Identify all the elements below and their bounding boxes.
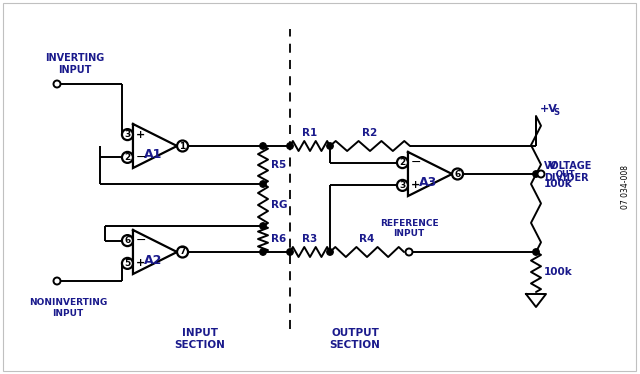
Circle shape xyxy=(406,248,413,255)
Circle shape xyxy=(532,171,540,177)
Polygon shape xyxy=(408,152,452,196)
Circle shape xyxy=(532,249,540,255)
Text: 1: 1 xyxy=(179,141,186,150)
Circle shape xyxy=(260,223,266,229)
Text: R2: R2 xyxy=(362,128,378,138)
Circle shape xyxy=(260,143,266,149)
Text: 3: 3 xyxy=(124,130,131,139)
Circle shape xyxy=(122,152,133,163)
Text: +V: +V xyxy=(540,104,558,114)
Polygon shape xyxy=(133,230,177,274)
Text: VOLTAGE
DIVIDER: VOLTAGE DIVIDER xyxy=(544,161,593,183)
Text: INPUT
SECTION: INPUT SECTION xyxy=(175,328,225,350)
Text: +: + xyxy=(136,130,145,140)
Circle shape xyxy=(122,129,133,140)
Text: 2: 2 xyxy=(399,158,406,167)
Circle shape xyxy=(54,80,61,88)
Text: R5: R5 xyxy=(271,160,286,170)
Text: 7: 7 xyxy=(179,248,186,257)
Circle shape xyxy=(287,143,293,149)
Text: R⁠G: R⁠G xyxy=(271,200,287,210)
Circle shape xyxy=(397,180,408,191)
Text: INVERTING
INPUT: INVERTING INPUT xyxy=(45,53,104,75)
Text: 3: 3 xyxy=(399,181,406,190)
Circle shape xyxy=(260,249,266,255)
Circle shape xyxy=(54,278,61,285)
Circle shape xyxy=(177,141,188,151)
Polygon shape xyxy=(133,124,177,168)
Text: 100k: 100k xyxy=(544,179,573,189)
Text: +: + xyxy=(136,258,145,269)
Text: REFERENCE
INPUT: REFERENCE INPUT xyxy=(380,218,438,238)
Text: A1: A1 xyxy=(144,147,162,160)
Text: A3: A3 xyxy=(419,175,437,188)
Text: 6: 6 xyxy=(454,169,461,178)
Text: NONINVERTING
INPUT: NONINVERTING INPUT xyxy=(29,298,107,318)
Circle shape xyxy=(538,171,545,178)
Text: R4: R4 xyxy=(359,234,374,244)
Text: −: − xyxy=(410,156,421,169)
Circle shape xyxy=(452,169,463,180)
Circle shape xyxy=(327,143,333,149)
Text: −: − xyxy=(136,234,146,247)
Text: R3: R3 xyxy=(302,234,317,244)
Text: A2: A2 xyxy=(144,254,162,267)
Circle shape xyxy=(122,235,133,246)
Text: OUT: OUT xyxy=(556,169,575,178)
Circle shape xyxy=(327,249,333,255)
Circle shape xyxy=(177,246,188,258)
Text: R6: R6 xyxy=(271,234,286,244)
Text: R1: R1 xyxy=(302,128,317,138)
Text: −: − xyxy=(136,151,146,164)
Text: 2: 2 xyxy=(124,153,131,162)
Text: 07 034-008: 07 034-008 xyxy=(621,165,630,209)
Text: +: + xyxy=(410,180,420,190)
Circle shape xyxy=(122,258,133,269)
Text: OUTPUT
SECTION: OUTPUT SECTION xyxy=(330,328,380,350)
Circle shape xyxy=(287,249,293,255)
Text: V: V xyxy=(548,161,557,171)
Circle shape xyxy=(397,157,408,168)
Circle shape xyxy=(260,181,266,187)
Text: 100k: 100k xyxy=(544,267,573,277)
Text: S: S xyxy=(553,108,559,117)
Text: 5: 5 xyxy=(124,259,131,268)
Text: 6: 6 xyxy=(124,236,131,245)
